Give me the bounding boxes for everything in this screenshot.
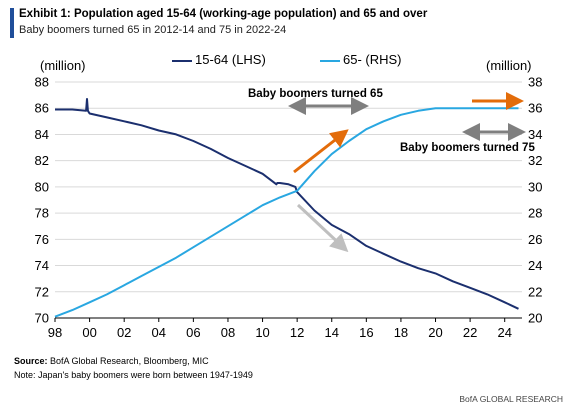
x-tick-label: 10 [255, 325, 269, 340]
left-tick-label: 74 [35, 258, 49, 273]
legend-label-lhs: 15-64 (LHS) [195, 52, 266, 67]
right-tick-label: 28 [528, 206, 542, 221]
footnote: Note: Japan's baby boomers were born bet… [14, 370, 253, 380]
right-tick-label: 36 [528, 101, 542, 116]
legend-item-rhs: 65- (RHS) [320, 52, 402, 67]
left-tick-label: 76 [35, 232, 49, 247]
right-tick-label: 22 [528, 284, 542, 299]
right-tick-label: 24 [528, 258, 542, 273]
x-tick-label: 98 [48, 325, 62, 340]
arrow-gray-declining [296, 203, 349, 253]
right-tick-label: 20 [528, 311, 542, 326]
left-tick-label: 82 [35, 153, 49, 168]
x-tick-label: 24 [497, 325, 511, 340]
right-axis-unit: (million) [486, 58, 532, 73]
annotation-turned-65: Baby boomers turned 65 [248, 88, 383, 100]
x-tick-label: 00 [82, 325, 96, 340]
series-line-lhs [55, 98, 519, 310]
legend-swatch-lhs [172, 59, 192, 62]
x-tick-label: 02 [117, 325, 131, 340]
x-tick-label: 12 [290, 325, 304, 340]
source-label: Source: [14, 356, 48, 366]
left-tick-label: 70 [35, 311, 49, 326]
title-accent-bar [10, 8, 14, 38]
left-tick-label: 78 [35, 206, 49, 221]
left-tick-label: 86 [35, 101, 49, 116]
x-tick-label: 18 [394, 325, 408, 340]
x-tick-label: 20 [428, 325, 442, 340]
chart-title: Exhibit 1: Population aged 15-64 (workin… [19, 8, 428, 20]
x-tick-label: 06 [186, 325, 200, 340]
x-tick-label: 04 [152, 325, 166, 340]
brand-label: BofA GLOBAL RESEARCH [459, 394, 563, 404]
left-tick-label: 80 [35, 179, 49, 194]
x-tick-label: 22 [463, 325, 477, 340]
left-axis-unit: (million) [40, 58, 86, 73]
x-tick-label: 14 [325, 325, 339, 340]
legend-item-lhs: 15-64 (LHS) [172, 52, 266, 67]
legend-swatch-rhs [320, 59, 340, 62]
annotation-turned-75: Baby boomers turned 75 [400, 142, 535, 154]
x-tick-label: 16 [359, 325, 373, 340]
arrow-orange-65-rising [293, 129, 349, 174]
x-tick-label: 08 [221, 325, 235, 340]
left-tick-label: 84 [35, 127, 49, 142]
series-line-rhs [54, 107, 519, 318]
chart-subtitle: Baby boomers turned 65 in 2012-14 and 75… [19, 24, 287, 36]
right-tick-label: 38 [528, 75, 542, 90]
left-tick-label: 88 [35, 75, 49, 90]
source-text: BofA Global Research, Bloomberg, MIC [47, 356, 209, 366]
right-tick-label: 34 [528, 127, 542, 142]
left-tick-label: 72 [35, 284, 49, 299]
right-tick-label: 30 [528, 179, 542, 194]
source-line: Source: BofA Global Research, Bloomberg,… [14, 356, 209, 366]
legend-label-rhs: 65- (RHS) [343, 52, 402, 67]
right-tick-label: 32 [528, 153, 542, 168]
right-tick-label: 26 [528, 232, 542, 247]
